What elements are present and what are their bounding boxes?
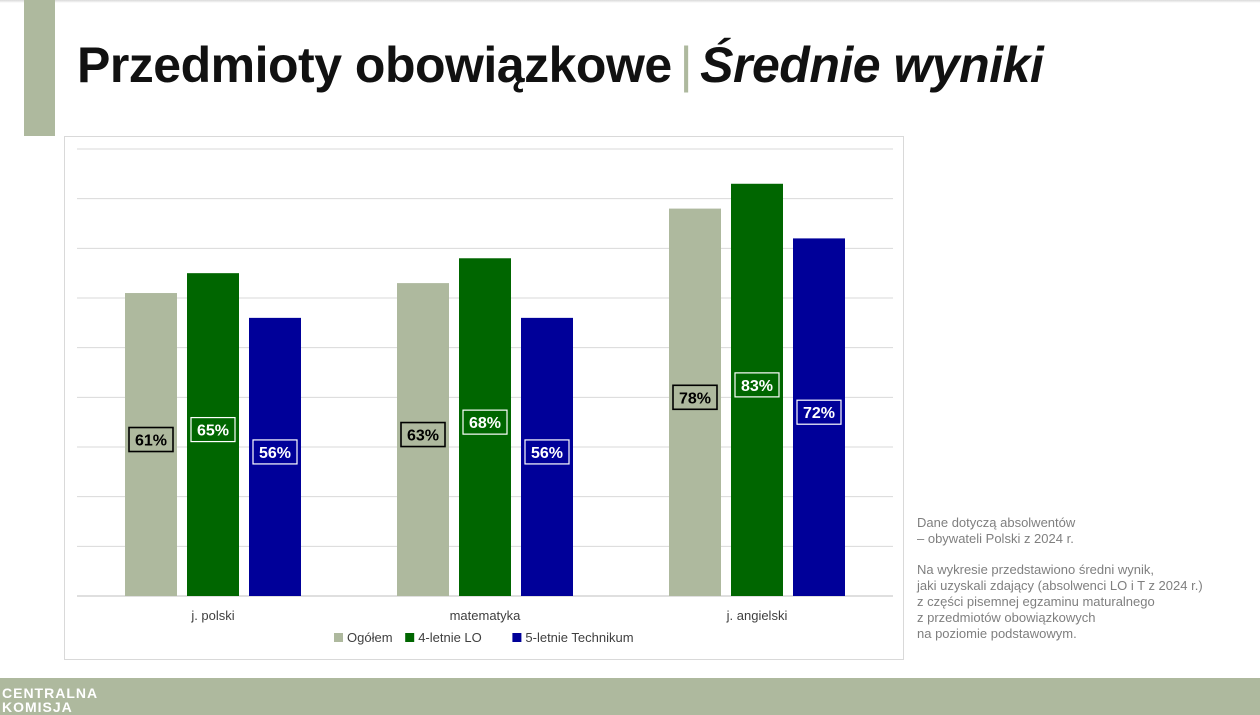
data-label-box	[462, 409, 508, 435]
note-data-scope: Dane dotyczą absolwentów – obywateli Pol…	[917, 515, 1076, 546]
data-label: 68%	[469, 415, 501, 432]
bar-lo-2	[731, 183, 783, 596]
bar-chart: 61% 65% 56% j. polski 63% 68% 56% matematyka 78%…	[77, 148, 893, 645]
data-label: 83%	[741, 378, 773, 395]
bar-lo-1	[459, 258, 511, 596]
bar-technikum-1	[521, 317, 573, 596]
data-label-box	[252, 439, 298, 465]
x-tick-label: j. polski	[190, 608, 234, 623]
top-shadow-line	[0, 0, 1260, 3]
bar-ogolem-1	[397, 283, 449, 596]
title-main: Przedmioty obowiązkowe	[77, 37, 672, 93]
legend-label: 5-letnie Technikum	[525, 630, 633, 645]
page-title: Przedmioty obowiązkowe | Średnie wyniki	[77, 36, 1044, 94]
bar-technikum-2	[793, 238, 845, 596]
data-label-box	[796, 399, 842, 425]
data-label-box	[524, 439, 570, 465]
legend-label: Ogółem	[347, 630, 393, 645]
title-separator: |	[679, 37, 693, 93]
chart-notes: Dane dotyczą absolwentów – obywateli Pol…	[917, 515, 1252, 657]
note-chart-description: Na wykresie przedstawiono średni wynik, …	[917, 562, 1203, 641]
footer-logo-text: CENTRALNA KOMISJA	[2, 685, 99, 715]
legend-swatch	[512, 633, 522, 642]
data-label: 78%	[679, 390, 711, 407]
data-label: 61%	[135, 433, 167, 450]
title-accent-bar	[24, 0, 55, 136]
data-label: 72%	[803, 405, 835, 422]
data-label: 65%	[197, 423, 229, 440]
legend-swatch	[334, 633, 343, 642]
legend-swatch	[405, 633, 415, 642]
data-label: 56%	[531, 445, 563, 462]
data-label-box	[400, 421, 446, 448]
data-label-box	[190, 416, 236, 443]
x-tick-label: j. angielski	[726, 608, 788, 623]
data-label-box	[672, 384, 718, 411]
data-label-box	[128, 426, 174, 453]
x-tick-label: matematyka	[450, 608, 522, 623]
chart-container: 61% 65% 56% j. polski 63% 68% 56% matematyka 78%…	[64, 136, 904, 660]
data-label: 63%	[407, 428, 439, 445]
bar-ogolem-0	[125, 293, 177, 596]
footer-bar: CENTRALNA KOMISJA	[0, 678, 1260, 715]
bar-lo-0	[187, 273, 239, 596]
data-label-box	[734, 372, 780, 398]
data-label: 56%	[259, 445, 291, 462]
bar-ogolem-2	[669, 208, 721, 596]
bar-technikum-0	[249, 317, 301, 596]
legend-label: 4-letnie LO	[418, 630, 482, 645]
title-subtitle: Średnie wyniki	[700, 37, 1044, 93]
